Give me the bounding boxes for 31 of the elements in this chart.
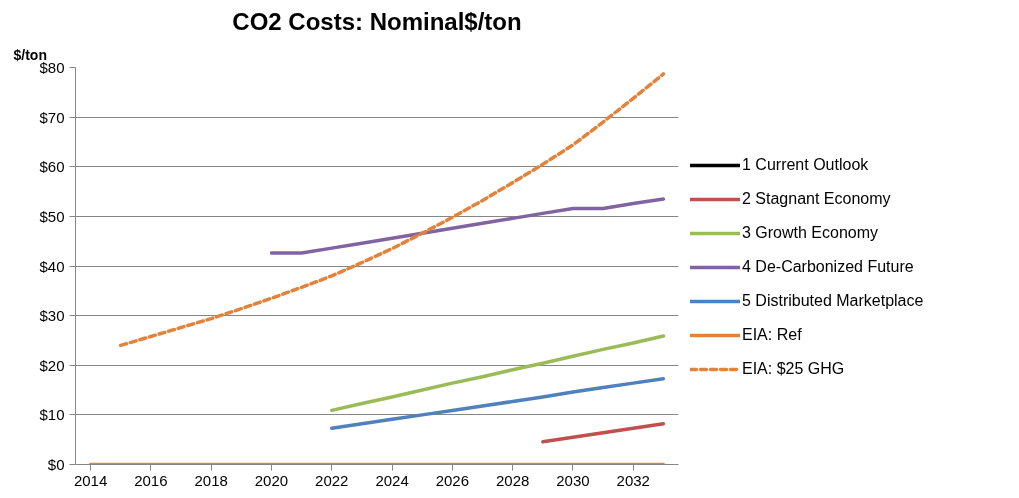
- line-series: [269, 197, 666, 255]
- x-tick-label: 2018: [194, 471, 228, 489]
- x-tick-label: 2032: [616, 471, 650, 489]
- x-tick-label: 2024: [375, 471, 409, 489]
- legend-label: 4 De-Carbonized Future: [742, 258, 914, 276]
- x-tick-label: 2028: [495, 471, 530, 489]
- x-tick-label: 2014: [73, 471, 108, 489]
- legend-label: EIA: $25 GHG: [742, 360, 845, 378]
- x-tick-label: 2022: [315, 471, 349, 489]
- x-tick-label: 2016: [134, 471, 168, 489]
- legend-label: EIA: Ref: [742, 326, 802, 344]
- legend-label: 2 Stagnant Economy: [742, 190, 891, 208]
- line-series: [541, 422, 666, 444]
- line-series: [330, 376, 666, 431]
- x-tick-label: 2026: [435, 471, 470, 489]
- chart-title: CO2 Costs: Nominal$/ton: [232, 7, 522, 35]
- y-tick-label: $40: [39, 257, 65, 275]
- y-tick-label: $70: [39, 108, 65, 126]
- y-tick-label: $0: [47, 456, 65, 473]
- y-tick-label: $30: [39, 307, 65, 325]
- legend-label: 1 Current Outlook: [742, 156, 869, 174]
- y-tick-label: $50: [39, 207, 65, 225]
- x-tick-label: 2030: [556, 471, 590, 489]
- line-series: [330, 334, 666, 413]
- y-tick-label: $10: [39, 406, 65, 424]
- y-tick-label: $60: [39, 158, 65, 176]
- x-tick-label: 2020: [254, 471, 289, 489]
- y-tick-label: $20: [39, 356, 65, 374]
- line-series: [118, 72, 666, 348]
- legend-label: 3 Growth Economy: [742, 224, 879, 242]
- legend-label: 5 Distributed Marketplace: [742, 292, 924, 310]
